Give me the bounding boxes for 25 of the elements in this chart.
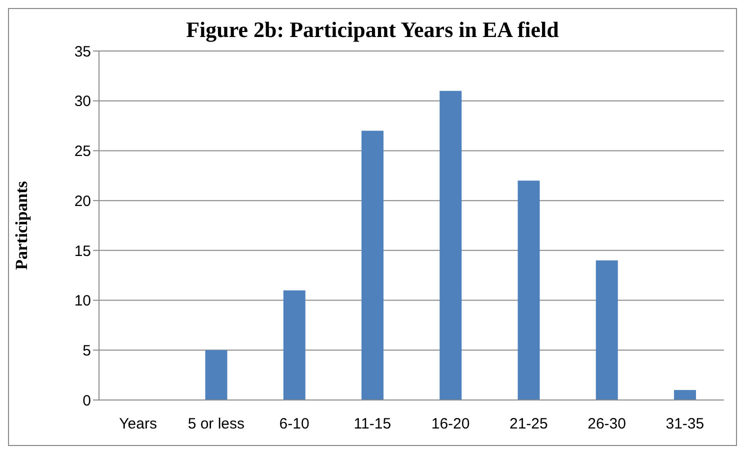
bar — [205, 350, 228, 400]
bar — [283, 290, 306, 400]
y-tick-label: 25 — [74, 143, 91, 160]
bar — [596, 260, 618, 400]
x-tick-label: 21-25 — [510, 416, 548, 433]
x-tick-label: 31-35 — [666, 416, 704, 433]
y-tick-label: 0 — [82, 392, 91, 410]
y-tick-label: 35 — [74, 43, 91, 60]
bar — [518, 180, 540, 400]
x-tick-label: 16-20 — [431, 416, 470, 433]
bar — [440, 90, 462, 400]
chart-title: Figure 2b: Participant Years in EA field — [185, 17, 560, 44]
x-tick-label: 26-30 — [588, 416, 626, 433]
y-tick-label: 10 — [74, 292, 91, 310]
y-tick-label: 20 — [74, 192, 91, 210]
x-tick-label: 11-15 — [354, 416, 392, 433]
y-tick-label: 30 — [74, 93, 91, 110]
bar — [362, 130, 384, 400]
x-tick-label: 6-10 — [279, 416, 310, 433]
x-tick-label: Years — [119, 416, 157, 433]
y-tick-label: 15 — [74, 242, 91, 260]
bar — [674, 390, 696, 400]
y-axis-title: Participants — [12, 180, 32, 270]
y-tick-label: 5 — [82, 342, 91, 360]
x-tick-label: 5 or less — [188, 416, 245, 433]
